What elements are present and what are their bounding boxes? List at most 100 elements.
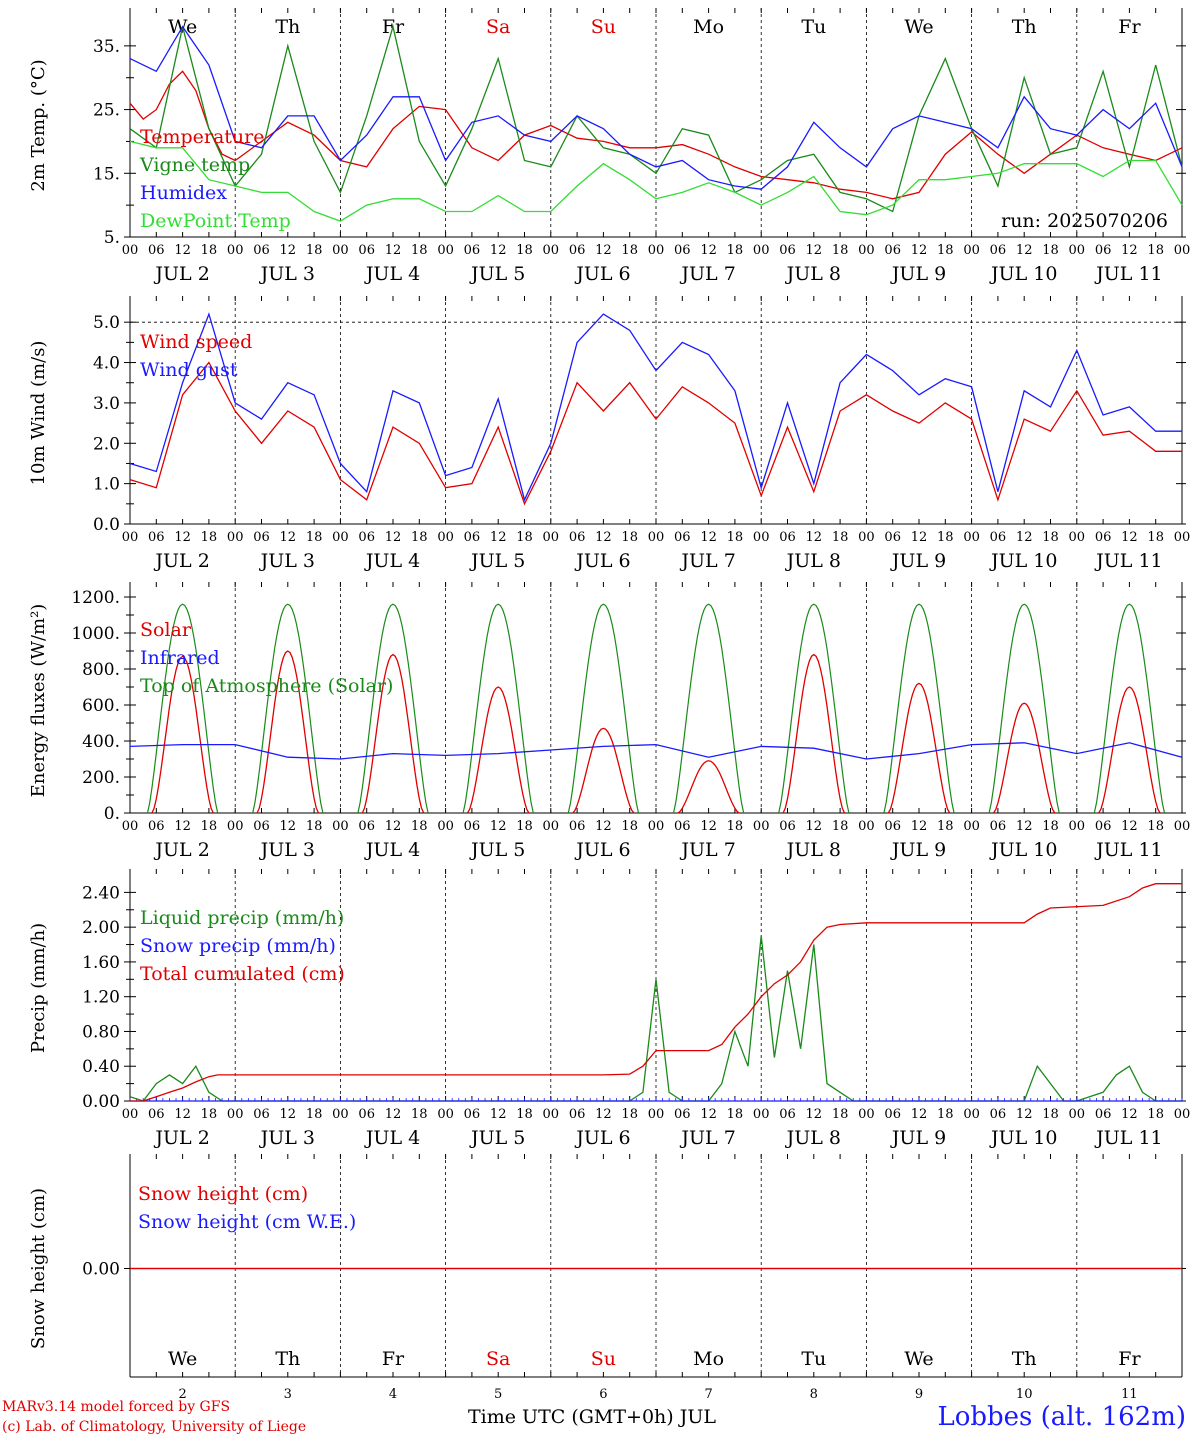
toa-curve [567,603,640,814]
hour-tick-label: 12 [1016,819,1033,834]
date-label: JUL 6 [574,1127,630,1149]
hour-tick-label: 12 [700,243,717,258]
hour-tick-label: 00 [437,243,454,258]
hour-tick-label: 12 [174,819,191,834]
hour-tick-label: 06 [990,819,1007,834]
hour-tick-label: 18 [727,243,744,258]
hour-tick-label: 18 [1042,819,1059,834]
hour-tick-label: 06 [253,530,270,545]
hour-tick-label: 12 [385,819,402,834]
hour-tick-label: 00 [753,530,770,545]
weekday-label: We [168,1348,197,1370]
weekday-label: Tu [801,1348,826,1370]
y-tick-label: 1.60 [82,953,120,973]
legend-entry: DewPoint Temp [140,210,291,232]
hour-tick-label: 18 [411,243,428,258]
weekday-label: Fr [382,1348,405,1370]
hour-tick-label: 00 [963,819,980,834]
hour-tick-label: 06 [148,1107,165,1122]
hour-tick-label: 06 [1095,819,1112,834]
date-label: JUL 6 [574,263,630,285]
hour-tick-label: 12 [490,819,507,834]
date-label: JUL 3 [259,839,315,861]
x-axis-title: Time UTC (GMT+0h) JUL [468,1406,716,1428]
hour-tick-label: 12 [280,819,297,834]
series-line [130,883,1182,1102]
hour-tick-label: 18 [1042,1107,1059,1122]
solar-curve [572,727,635,814]
y-tick-label: 1200. [71,588,120,608]
hour-tick-label: 06 [253,819,270,834]
weekday-label: Su [591,16,616,38]
hour-tick-label: 06 [1095,243,1112,258]
hour-tick-label: 18 [937,1107,954,1122]
solar-curve [1098,686,1161,814]
hour-tick-label: 12 [911,1107,928,1122]
hour-tick-label: 12 [385,1107,402,1122]
hour-tick-label: 18 [621,1107,638,1122]
hour-tick-label: 00 [543,530,560,545]
solar-curve [677,760,740,814]
toa-curve [988,603,1060,814]
hour-tick-label: 06 [358,819,375,834]
toa-curve [252,603,324,814]
legend-entry: Solar [140,619,192,641]
y-tick-label: 35. [93,37,120,57]
hour-tick-label: 06 [674,819,691,834]
weekday-label: Mo [693,1348,724,1370]
panel-3: 0. 200. 400. 600. 800. 1000. 1200. 00 06 12 18 00 06… [28,582,1190,861]
hour-tick-label: 00 [1069,243,1086,258]
panel-5: 0.00 Snow height (cm) Snow height (cm) Snow… [28,1154,1186,1428]
weekday-label: Fr [1118,1348,1141,1370]
hour-tick-label: 06 [779,530,796,545]
series-line [129,25,1183,190]
series-line [129,312,1182,502]
hour-tick-label: 12 [490,1107,507,1122]
hour-tick-label: 00 [648,819,665,834]
y-tick-label: 5.0 [93,313,120,333]
weekday-label: Tu [801,16,826,38]
day-number: 4 [389,1387,397,1402]
hour-tick-label: 12 [595,243,612,258]
date-label: JUL 5 [469,550,525,572]
solar-curve [361,653,425,814]
y-tick-label: 0. [104,804,120,824]
toa-curve [778,603,850,814]
hour-tick-label: 18 [1147,530,1164,545]
hour-tick-label: 00 [858,1107,875,1122]
hour-tick-label: 18 [727,1107,744,1122]
hour-tick-label: 18 [832,819,849,834]
hour-tick-label: 00 [1174,243,1191,258]
hour-tick-label: 00 [858,819,875,834]
hour-tick-label: 00 [122,819,139,834]
infrared-line [129,742,1183,760]
y-tick-label: 1.0 [93,475,120,495]
hour-tick-label: 06 [779,1107,796,1122]
hour-tick-label: 00 [858,243,875,258]
hour-tick-label: 18 [516,819,533,834]
hour-tick-label: 18 [1042,530,1059,545]
hour-tick-label: 06 [464,1107,481,1122]
date-label: JUL 9 [890,550,946,572]
date-label: JUL 7 [679,839,735,861]
y-tick-label: 0.40 [82,1057,120,1077]
y-tick-label: 400. [82,732,120,752]
hour-tick-label: 06 [569,530,586,545]
hour-tick-label: 00 [963,1107,980,1122]
hour-tick-label: 12 [385,243,402,258]
date-label: JUL 11 [1094,1127,1162,1149]
hour-tick-label: 00 [227,819,244,834]
day-number: 2 [178,1387,186,1402]
hour-tick-label: 00 [437,530,454,545]
weekday-label: Sa [486,16,510,38]
hour-tick-label: 06 [464,819,481,834]
day-number: 5 [494,1387,502,1402]
date-label: JUL 11 [1094,263,1162,285]
hour-tick-label: 18 [832,243,849,258]
date-label: JUL 10 [989,263,1057,285]
solar-curve [887,682,951,814]
legend-entry: Wind speed [140,331,252,353]
run-label: run: 2025070206 [1001,210,1168,232]
hour-tick-label: 00 [858,530,875,545]
hour-tick-label: 18 [1042,243,1059,258]
